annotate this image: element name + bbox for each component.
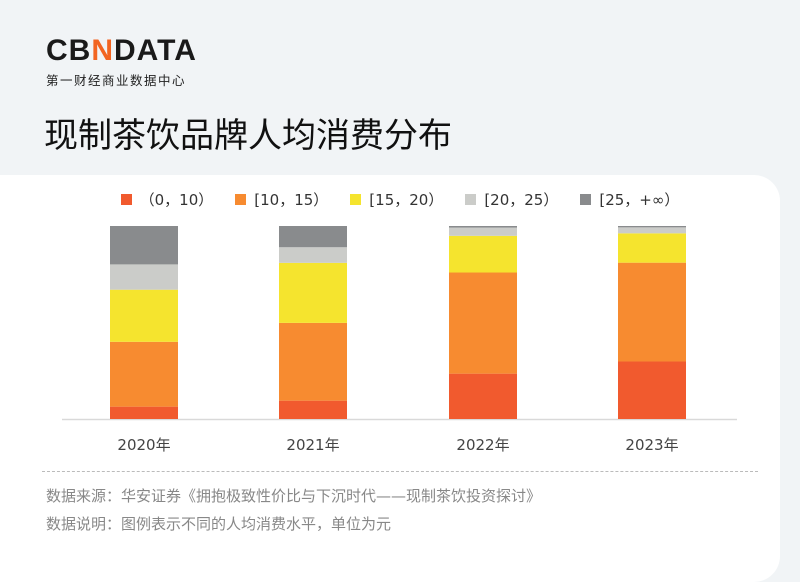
legend-item: [15，20） xyxy=(350,189,443,210)
bar-segment xyxy=(279,247,347,263)
bar-segment xyxy=(279,400,347,419)
bar-segment xyxy=(618,226,686,228)
legend-item: [25，+∞） xyxy=(580,189,679,210)
legend-swatch xyxy=(120,194,132,205)
bar-segment xyxy=(449,227,517,236)
x-tick-label: 2020年 xyxy=(117,436,170,454)
logo-text-b: DATA xyxy=(114,34,197,67)
bar-segment xyxy=(618,262,686,362)
bar-segment xyxy=(449,373,517,419)
bar-segment xyxy=(110,289,178,342)
legend-swatch xyxy=(235,194,247,205)
bar-segment xyxy=(279,226,347,248)
explanation-note: 数据说明：图例表示不同的人均消费水平，单位为元 xyxy=(46,515,392,533)
bar-segment xyxy=(110,264,178,290)
bar-segment xyxy=(449,272,517,374)
bar-segment xyxy=(449,235,517,273)
legend-item: [20，25） xyxy=(465,189,558,210)
bar-segment xyxy=(618,361,686,419)
logo-wordmark: CBNDATA xyxy=(46,36,197,66)
divider xyxy=(42,471,758,472)
bar-segment xyxy=(110,406,178,419)
bar-segment xyxy=(110,226,178,265)
legend: （0，10） [10，15） [15，20） [20，25） [25，+∞） xyxy=(0,189,800,210)
bar-segment xyxy=(279,322,347,401)
bar-segment xyxy=(110,341,178,407)
bar-segment xyxy=(279,262,347,323)
logo-text-a: CB xyxy=(46,34,92,67)
logo-text-n: N xyxy=(91,34,115,67)
logo-subtitle: 第一财经商业数据中心 xyxy=(46,73,187,88)
cbndata-logo: CBNDATA 第一财经商业数据中心 xyxy=(46,36,197,89)
legend-item: （0，10） xyxy=(120,189,214,210)
x-tick-label: 2021年 xyxy=(286,436,339,454)
x-tick-label: 2023年 xyxy=(625,436,678,454)
legend-item: [10，15） xyxy=(235,189,328,210)
bar-segment xyxy=(618,227,686,234)
legend-swatch xyxy=(465,194,477,205)
x-tick-label: 2022年 xyxy=(456,436,509,454)
legend-label: [20，25） xyxy=(484,191,559,209)
bar-segment xyxy=(449,226,517,228)
legend-label: [10，15） xyxy=(254,191,329,209)
bar-segment xyxy=(618,233,686,263)
legend-swatch xyxy=(580,194,592,205)
legend-label: [25，+∞） xyxy=(599,191,680,209)
legend-label: [15，20） xyxy=(369,191,444,209)
page-title: 现制茶饮品牌人均消费分布 xyxy=(44,116,452,156)
legend-label: （0，10） xyxy=(139,191,214,209)
legend-swatch xyxy=(350,194,362,205)
source-note: 数据来源：华安证券《拥抱极致性价比与下沉时代——现制茶饮投资探讨》 xyxy=(46,487,542,505)
